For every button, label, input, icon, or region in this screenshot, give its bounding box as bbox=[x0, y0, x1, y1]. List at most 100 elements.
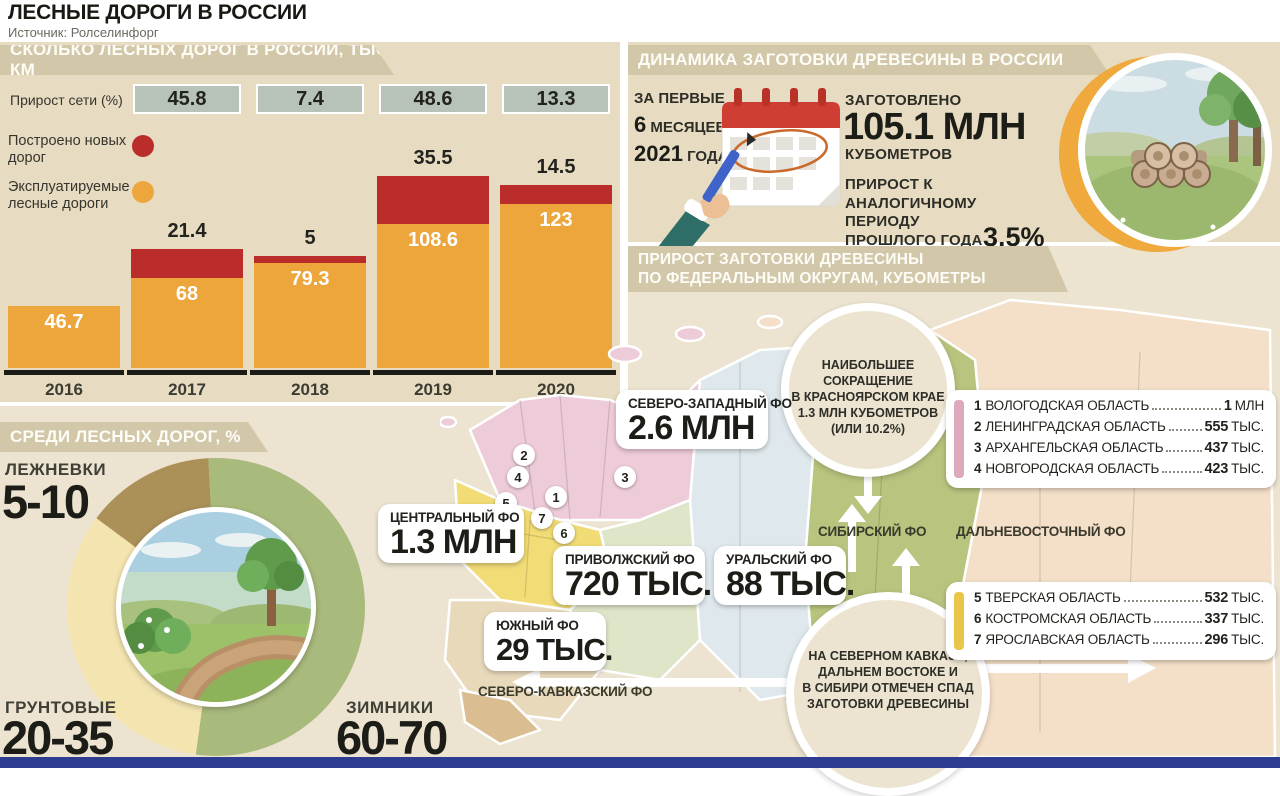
harvested-unit: КУБОМЕТРОВ bbox=[845, 146, 953, 163]
bar-2017-operated-segment bbox=[131, 277, 243, 368]
legend-operated-label: Эксплуатируемые лесные дороги bbox=[8, 179, 132, 213]
map-island bbox=[440, 415, 458, 429]
axis-segment bbox=[373, 370, 493, 375]
map-marker-3: 3 bbox=[614, 466, 636, 488]
growth-row-label: Прирост сети (%) bbox=[10, 92, 123, 108]
region-unit: ТЫС. bbox=[1231, 461, 1264, 476]
region-row-novgorod: 4 НОВГОРОДСКАЯ ОБЛАСТЬ 423 ТЫС. bbox=[974, 461, 1264, 482]
leader-dots bbox=[1154, 621, 1202, 623]
growth-box-2020: 13.3 bbox=[502, 84, 610, 114]
bar-2019-new-segment bbox=[377, 176, 489, 224]
region-name: КОСТРОМСКАЯ ОБЛАСТЬ bbox=[985, 611, 1152, 626]
region-value: 337 bbox=[1204, 611, 1229, 627]
slice-gruntovye-value: 20-35 bbox=[2, 711, 114, 764]
district-northwest-value: 2.6 МЛН bbox=[628, 409, 755, 447]
growth-box-2018: 7.4 bbox=[256, 84, 364, 114]
bar-2018-new-segment bbox=[254, 255, 366, 263]
region-row-leningrad: 2 ЛЕНИНГРАДСКАЯ ОБЛАСТЬ 555 ТЫС. bbox=[974, 419, 1264, 440]
slice-gruntovye-label: ГРУНТОВЫЕ bbox=[5, 698, 117, 717]
harvested-label: ЗАГОТОВЛЕНО bbox=[845, 92, 962, 109]
district-south-name: ЮЖНЫЙ ФО bbox=[496, 618, 579, 633]
region-name: НОВГОРОДСКАЯ ОБЛАСТЬ bbox=[985, 461, 1160, 476]
region-unit: ТЫС. bbox=[1231, 440, 1264, 455]
leader-dots bbox=[1162, 471, 1202, 473]
bar-2017-new-segment bbox=[131, 249, 243, 278]
map-header-line2: ПО ФЕДЕРАЛЬНЫМ ОКРУГАМ, КУБОМЕТРЫ bbox=[638, 270, 986, 287]
legend-operated-dot bbox=[132, 181, 154, 203]
district-ural-name: УРАЛЬСКИЙ ФО bbox=[726, 552, 832, 567]
leader-dots bbox=[1166, 450, 1202, 452]
region-unit: ТЫС. bbox=[1231, 611, 1264, 626]
axis-segment bbox=[4, 370, 124, 375]
bar-2019-new-value: 35.5 bbox=[413, 147, 453, 170]
period-year-number: 2021 bbox=[634, 141, 683, 166]
district-volga-name: ПРИВОЛЖСКИЙ ФО bbox=[565, 552, 695, 567]
axis-segment bbox=[496, 370, 616, 375]
region-row-kostroma: 6 КОСТРОМСКАЯ ОБЛАСТЬ 337 ТЫС. bbox=[974, 611, 1264, 632]
map-header: ПРИРОСТ ЗАГОТОВКИ ДРЕВЕСИНЫ ПО ФЕДЕРАЛЬН… bbox=[628, 246, 1068, 292]
bottom-accent-bar bbox=[0, 757, 1280, 768]
bar-2018-new-value: 5 bbox=[304, 226, 316, 249]
district-volga-value: 720 ТЫС. bbox=[565, 565, 712, 603]
district-ural-value: 88 ТЫС. bbox=[726, 565, 855, 603]
bar-2017-new-value: 21.4 bbox=[167, 220, 207, 243]
region-value: 296 bbox=[1204, 632, 1229, 648]
label-siberia: СИБИРСКИЙ ФО bbox=[818, 524, 927, 539]
source-note: Источник: Ролселинфорг bbox=[8, 25, 159, 40]
period-line3: 2021 ГОДА bbox=[634, 141, 730, 170]
forest-road-art bbox=[121, 512, 311, 702]
region-unit: ТЫС. bbox=[1231, 419, 1264, 434]
legend-new-roads-text: Построено новых дорог bbox=[8, 133, 127, 166]
region-value: 555 bbox=[1204, 419, 1229, 435]
map-marker-6: 6 bbox=[553, 522, 575, 544]
district-box-ural: УРАЛЬСКИЙ ФО 88 ТЫС. bbox=[714, 546, 855, 605]
region-num: 2 bbox=[974, 419, 982, 434]
dynamics-header-text: ДИНАМИКА ЗАГОТОВКИ ДРЕВЕСИНЫ В РОССИИ bbox=[638, 50, 1064, 69]
bar-2019-operated-segment bbox=[377, 223, 489, 368]
district-south-value: 29 ТЫС. bbox=[496, 632, 613, 667]
district-central-name: ЦЕНТРАЛЬНЫЙ ФО bbox=[390, 510, 520, 525]
page-title: ЛЕСНЫЕ ДОРОГИ В РОССИИ bbox=[8, 1, 307, 24]
slice-lezhnevki-value: 5-10 bbox=[2, 475, 90, 528]
bar-2020-new-value: 14.5 bbox=[536, 156, 576, 179]
region-value: 532 bbox=[1204, 590, 1229, 606]
map-marker-2: 2 bbox=[513, 444, 535, 466]
bar-2017-operated-value: 68 bbox=[175, 282, 199, 305]
district-central-value: 1.3 МЛН bbox=[390, 523, 517, 561]
year-label-2017: 2017 bbox=[168, 380, 206, 399]
year-label-2018: 2018 bbox=[291, 380, 329, 399]
leader-dots bbox=[1152, 642, 1202, 644]
list-accent-pink bbox=[954, 400, 964, 478]
growth-box-2019: 48.6 bbox=[379, 84, 487, 114]
map-marker-1: 1 bbox=[545, 486, 567, 508]
legend-operated-text: Эксплуатируемые лесные дороги bbox=[8, 179, 130, 212]
axis-segment bbox=[250, 370, 370, 375]
region-name: АРХАНГЕЛЬСКАЯ ОБЛАСТЬ bbox=[985, 440, 1164, 455]
donut-hole bbox=[116, 507, 316, 707]
bar-2020-operated-segment bbox=[500, 204, 612, 368]
district-box-south: ЮЖНЫЙ ФО 29 ТЫС. bbox=[484, 612, 613, 671]
growth-label: ПРИРОСТ К АНАЛОГИЧНОМУ ПЕРИОДУ ПРОШЛОГО … bbox=[845, 176, 983, 249]
harvested-value: 105.1 МЛН bbox=[843, 106, 1026, 148]
slice-zimniki-label: ЗИМНИКИ bbox=[346, 698, 434, 717]
roads-chart-header-text: СКОЛЬКО ЛЕСНЫХ ДОРОГ В РОССИИ, ТЫС. КМ bbox=[10, 40, 394, 79]
slice-zimniki-value: 60-70 bbox=[336, 711, 448, 764]
region-unit: МЛН bbox=[1234, 398, 1264, 413]
roads-chart-header: СКОЛЬКО ЛЕСНЫХ ДОРОГ В РОССИИ, ТЫС. КМ bbox=[0, 45, 394, 75]
list-accent-yellow bbox=[954, 592, 964, 650]
share-header: СРЕДИ ЛЕСНЫХ ДОРОГ, % bbox=[0, 422, 268, 452]
period-line1: ЗА ПЕРВЫЕ bbox=[634, 90, 725, 107]
region-row-yaroslavl: 7 ЯРОСЛАВСКАЯ ОБЛАСТЬ 296 ТЫС. bbox=[974, 632, 1264, 653]
region-num: 6 bbox=[974, 611, 982, 626]
region-value: 437 bbox=[1204, 440, 1229, 456]
region-num: 1 bbox=[974, 398, 982, 413]
map-marker-7: 7 bbox=[531, 507, 553, 529]
year-label-2016: 2016 bbox=[45, 380, 83, 399]
dynamics-period: ЗА ПЕРВЫЕ 6 МЕСЯЦЕВ 2021 ГОДА bbox=[634, 86, 730, 170]
region-name: ЛЕНИНГРАДСКАЯ ОБЛАСТЬ bbox=[985, 419, 1166, 434]
map-marker-4: 4 bbox=[507, 466, 529, 488]
bar-2016-operated-value: 46.7 bbox=[44, 310, 84, 333]
slice-lezhnevki-label: ЛЕЖНЕВКИ bbox=[5, 460, 107, 479]
region-unit: ТЫС. bbox=[1231, 590, 1264, 605]
map-island bbox=[607, 344, 643, 364]
